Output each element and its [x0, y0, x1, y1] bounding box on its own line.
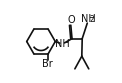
Text: NH: NH	[55, 39, 70, 49]
Text: NH: NH	[81, 14, 96, 24]
Text: 2: 2	[90, 15, 94, 24]
Text: O: O	[68, 15, 75, 25]
Text: Br: Br	[42, 59, 53, 69]
